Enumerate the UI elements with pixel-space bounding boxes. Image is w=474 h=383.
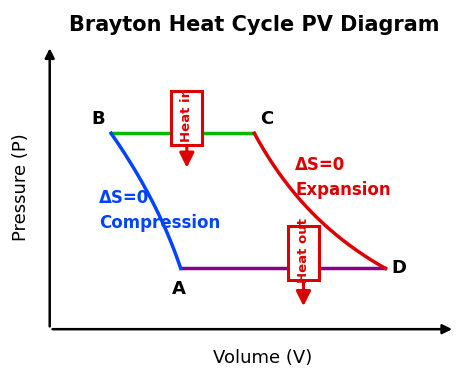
Title: Brayton Heat Cycle PV Diagram: Brayton Heat Cycle PV Diagram: [69, 15, 439, 35]
FancyBboxPatch shape: [172, 91, 202, 145]
Text: ΔS=0
Compression: ΔS=0 Compression: [99, 190, 220, 232]
Text: Heat out: Heat out: [297, 218, 310, 283]
Text: Volume (V): Volume (V): [213, 349, 312, 367]
Text: Pressure (P): Pressure (P): [12, 133, 30, 241]
Text: Heat in: Heat in: [180, 88, 193, 142]
Text: D: D: [392, 259, 407, 277]
Text: C: C: [261, 110, 274, 128]
Text: A: A: [172, 280, 186, 298]
FancyBboxPatch shape: [288, 226, 319, 280]
Text: B: B: [91, 110, 105, 128]
Text: ΔS=0
Expansion: ΔS=0 Expansion: [295, 156, 391, 199]
